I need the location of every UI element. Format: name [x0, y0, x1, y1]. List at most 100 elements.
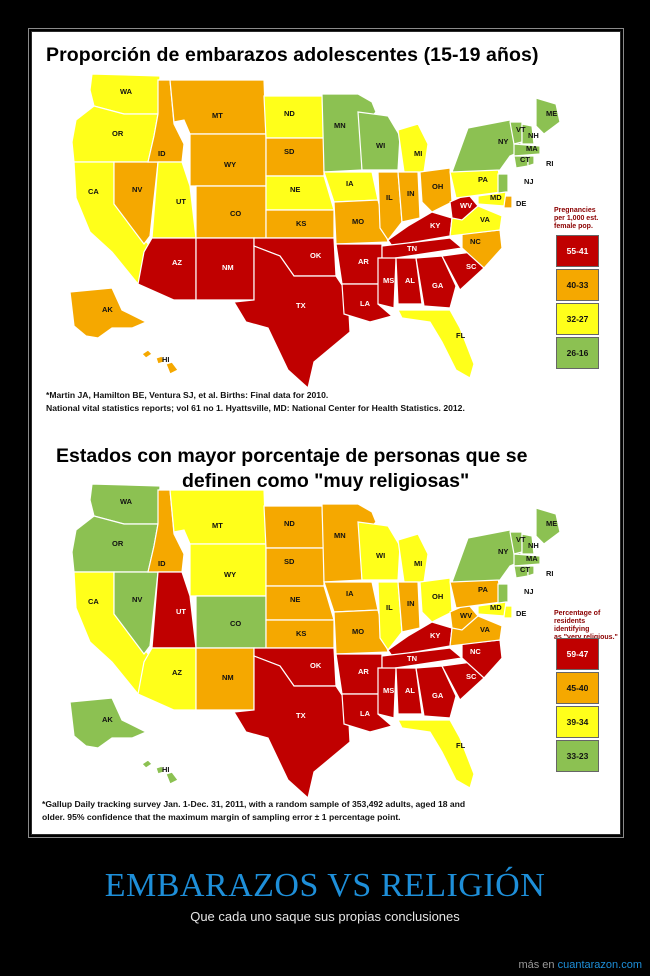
map2-state-label-va: VA	[480, 625, 490, 634]
map2-state-ga	[415, 665, 457, 719]
map1-state-label-tx: TX	[296, 301, 306, 310]
credit-prefix: más en	[518, 959, 555, 971]
caption-subtitle: Que cada uno saque sus propias conclusio…	[190, 909, 460, 924]
map2-state-al	[395, 667, 423, 715]
map1-state-label-ak: AK	[102, 305, 113, 314]
site-link[interactable]: cuantarazon.com	[557, 959, 642, 971]
map2-state-label-nm: NM	[222, 673, 234, 682]
map1-legend-yellow: 32-27	[556, 303, 599, 335]
map2-footnote-line1: *Gallup Daily tracking survey Jan. 1-Dec…	[42, 799, 466, 809]
map1-state-fl	[397, 309, 475, 379]
map2-state-label-ma: MA	[526, 554, 538, 563]
map1-state-ri	[527, 155, 535, 167]
map1-state-label-de: DE	[516, 199, 526, 208]
map1-legend-title-line: per 1,000 est.	[554, 215, 599, 222]
map2-state-label-or: OR	[112, 539, 124, 548]
map2-state-label-md: MD	[490, 603, 502, 612]
map2-state-label-vt: VT	[516, 535, 526, 544]
map1-state-label-nm: NM	[222, 263, 234, 272]
map1-state-label-mi: MI	[414, 149, 422, 158]
map2-state-label-ct: CT	[520, 565, 530, 574]
map1-state-label-vt: VT	[516, 125, 526, 134]
site-credit[interactable]: más en cuantarazon.com	[518, 959, 642, 971]
map1-state-label-nd: ND	[284, 109, 295, 118]
map1-state-wi	[357, 111, 401, 171]
map2-state-label-mi: MI	[414, 559, 422, 568]
map2-legend-yellow: 39-34	[556, 706, 599, 738]
map2-state-label-de: DE	[516, 609, 526, 618]
map1-state-label-va: VA	[480, 215, 490, 224]
map1-state-ga	[415, 255, 457, 309]
map2-state-mo	[333, 609, 389, 655]
map1-state-label-nv: NV	[132, 185, 142, 194]
map2-legend-title-line: residents identifying	[554, 618, 590, 633]
map2-state-me	[535, 507, 561, 545]
map1-state-label-ky: KY	[430, 221, 440, 230]
map1-state-label-or: OR	[112, 129, 124, 138]
map1-state-nh	[521, 123, 535, 145]
map1-state-label-ms: MS	[383, 276, 394, 285]
map1-state-label-ia: IA	[346, 179, 354, 188]
map1-state-oh	[419, 167, 453, 213]
map1-state-label-sd: SD	[284, 147, 295, 156]
map1-state-label-az: AZ	[172, 258, 182, 267]
map1-legend-green: 26-16	[556, 337, 599, 369]
map2-state-label-wy: WY	[224, 570, 236, 579]
map1-legend-title-line: Pregnancies	[554, 207, 596, 214]
map1-state-label-nh: NH	[528, 131, 539, 140]
map2-state-label-ms: MS	[383, 686, 394, 695]
map2-state-label-ia: IA	[346, 589, 354, 598]
map2-title-line1: Estados con mayor porcentaje de personas…	[56, 445, 528, 467]
map1-state-label-ar: AR	[358, 257, 369, 266]
map2-state-label-ks: KS	[296, 629, 306, 638]
map1-state-label-la: LA	[360, 299, 371, 308]
map2-state-label-ar: AR	[358, 667, 369, 676]
caption-title: EMBARAZOS VS RELIGIÓN	[104, 867, 546, 904]
map1-state-label-ut: UT	[176, 197, 186, 206]
map2-state-label-nj: NJ	[524, 587, 534, 596]
map2-state-label-mt: MT	[212, 521, 223, 530]
map1-state-ma	[513, 143, 541, 157]
map2-state-label-ky: KY	[430, 631, 440, 640]
map1-state-label-ok: OK	[310, 251, 322, 260]
map2-state-label-mn: MN	[334, 531, 346, 540]
map2-state-mi	[397, 533, 429, 583]
map2-state-label-nv: NV	[132, 595, 142, 604]
map1-state-label-mo: MO	[352, 217, 364, 226]
map1-state-label-ga: GA	[432, 281, 444, 290]
map2-state-label-co: CO	[230, 619, 241, 628]
map2-state-wi	[357, 521, 401, 581]
map1-state-mo	[333, 199, 389, 245]
map1-state-label-ca: CA	[88, 187, 99, 196]
map1-footnote: *Martin JA, Hamilton BE, Ventura SJ, et …	[46, 389, 606, 415]
map1-state-label-wv: WV	[460, 201, 472, 210]
map2-state-label-ga: GA	[432, 691, 444, 700]
map2-religiosity-map: WA OR CA NV ID MT WY UT CO AZ NM ND SD NE KS OK TX MN IA MO…	[69, 483, 561, 800]
map1-state-il	[377, 171, 403, 242]
map2-state-label-pa: PA	[478, 585, 488, 594]
map2-state-mt	[169, 489, 267, 545]
map1-state-label-hi: HI	[162, 355, 170, 364]
map2-state-label-wv: WV	[460, 611, 472, 620]
map2-state-tx	[232, 655, 351, 800]
map2-state-ma	[513, 553, 541, 567]
map1-legend-red: 55-41	[556, 235, 599, 267]
map2-state-ut	[151, 571, 197, 649]
map1-state-label-tn: TN	[407, 244, 417, 253]
map1-state-label-ks: KS	[296, 219, 306, 228]
map1-state-label-ne: NE	[290, 185, 300, 194]
map2-state-label-il: IL	[386, 603, 393, 612]
map2-legend-red: 59-47	[556, 638, 599, 670]
map1-state-label-ny: NY	[498, 137, 508, 146]
map2-state-label-al: AL	[405, 686, 415, 695]
map1-state-label-wi: WI	[376, 141, 385, 150]
map1-state-label-wy: WY	[224, 160, 236, 169]
map1-state-hi	[141, 349, 179, 375]
map1-footnote-line1: *Martin JA, Hamilton BE, Ventura SJ, et …	[46, 390, 329, 400]
map2-state-nj	[497, 583, 509, 605]
map1-state-label-oh: OH	[432, 182, 443, 191]
map2-state-label-ny: NY	[498, 547, 508, 556]
map1-legend-title: Pregnancies per 1,000 est. female pop.	[554, 207, 598, 231]
map1-state-label-pa: PA	[478, 175, 488, 184]
map1-state-label-nc: NC	[470, 237, 481, 246]
